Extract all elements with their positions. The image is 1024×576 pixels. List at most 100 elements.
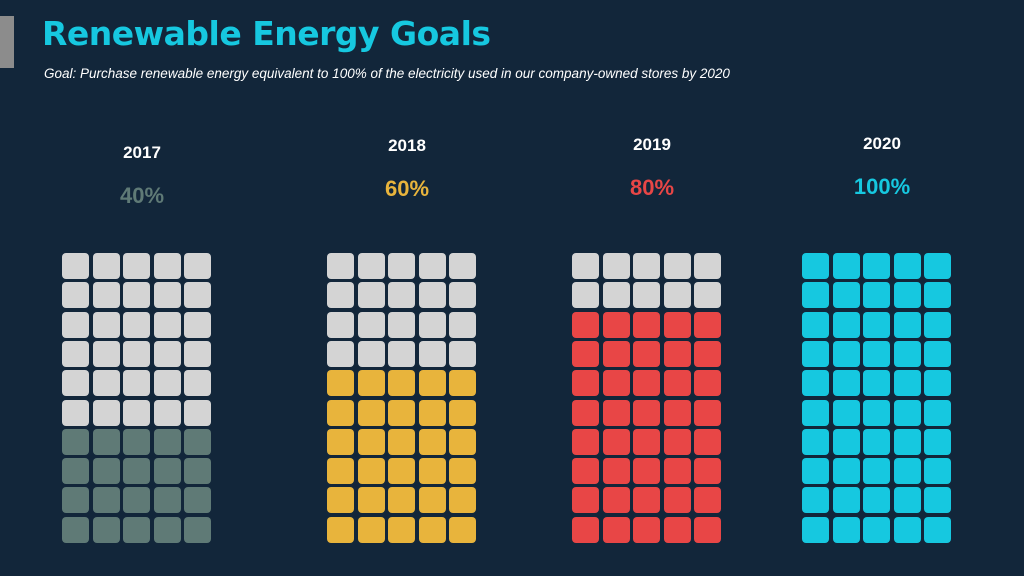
- waffle-cell: [62, 458, 89, 485]
- waffle-cell: [663, 282, 691, 309]
- waffle-cell: [572, 340, 599, 367]
- waffle-cell: [924, 399, 951, 426]
- waffle-cell: [924, 253, 951, 279]
- waffle-cell: [924, 311, 951, 338]
- waffle-cell: [327, 399, 354, 426]
- waffle-cell: [327, 458, 354, 485]
- waffle-cell: [388, 311, 415, 338]
- waffle-cell: [893, 516, 921, 543]
- waffle-cell: [62, 428, 89, 455]
- waffle-cell: [62, 399, 89, 426]
- waffle-cell: [802, 458, 829, 485]
- waffle-cell: [449, 370, 476, 397]
- year-label: 2018: [388, 136, 426, 155]
- waffle-cell: [832, 458, 860, 485]
- waffle-cell: [327, 370, 354, 397]
- waffle-cell: [633, 311, 660, 338]
- waffle-cell: [92, 428, 120, 455]
- waffle-cell: [832, 311, 860, 338]
- waffle-cell: [832, 340, 860, 367]
- waffle-cell: [123, 253, 150, 279]
- waffle-cell: [388, 282, 415, 309]
- percent-label: 60%: [384, 176, 430, 201]
- year-label: 2017: [123, 143, 161, 162]
- waffle-cell: [802, 253, 829, 279]
- waffle-cell: [327, 487, 354, 514]
- waffle-cell: [893, 282, 921, 309]
- waffle-cell: [633, 253, 660, 279]
- waffle-cell: [123, 428, 150, 455]
- waffle-cell: [184, 516, 211, 543]
- waffle-cell: [694, 311, 721, 338]
- waffle-cell: [602, 487, 630, 514]
- waffle-cell: [863, 399, 890, 426]
- waffle-cell: [572, 428, 599, 455]
- waffle-cell: [863, 253, 890, 279]
- waffle-cell: [357, 516, 385, 543]
- waffle-cell: [802, 340, 829, 367]
- waffle-cell: [388, 399, 415, 426]
- waffle-cell: [449, 487, 476, 514]
- waffle-cell: [602, 399, 630, 426]
- waffle-cell: [633, 340, 660, 367]
- waffle-cell: [62, 253, 89, 279]
- waffle-cell: [123, 487, 150, 514]
- waffle-grid: [802, 253, 952, 547]
- waffle-cell: [92, 516, 120, 543]
- waffle-cell: [893, 311, 921, 338]
- waffle-cell: [863, 516, 890, 543]
- page-title: Renewable Energy Goals: [42, 14, 491, 53]
- year-label: 2020: [863, 134, 901, 153]
- waffle-cell: [123, 311, 150, 338]
- waffle-cell: [602, 458, 630, 485]
- waffle-cell: [694, 370, 721, 397]
- waffle-cell: [123, 340, 150, 367]
- percent-label: 100%: [853, 174, 911, 199]
- waffle-cell: [153, 253, 181, 279]
- waffle-cell: [893, 399, 921, 426]
- percent-label: 80%: [629, 175, 675, 200]
- waffle-cell: [184, 282, 211, 309]
- waffle-cell: [863, 282, 890, 309]
- waffle-cell: [572, 311, 599, 338]
- waffle-grid: [572, 253, 722, 547]
- waffle-cell: [357, 487, 385, 514]
- waffle-cell: [694, 253, 721, 279]
- waffle-cell: [449, 253, 476, 279]
- waffle-cell: [663, 428, 691, 455]
- waffle-cell: [832, 516, 860, 543]
- waffle-cell: [418, 311, 446, 338]
- waffle-cell: [449, 399, 476, 426]
- waffle-cell: [388, 340, 415, 367]
- waffle-grid: [327, 253, 477, 547]
- waffle-cell: [388, 253, 415, 279]
- waffle-cell: [62, 311, 89, 338]
- waffle-cell: [388, 487, 415, 514]
- waffle-cell: [418, 428, 446, 455]
- waffle-cell: [92, 253, 120, 279]
- waffle-cell: [327, 516, 354, 543]
- waffle-cell: [572, 516, 599, 543]
- waffle-cell: [633, 282, 660, 309]
- waffle-cell: [327, 282, 354, 309]
- page-subtitle: Goal: Purchase renewable energy equivale…: [44, 66, 730, 81]
- waffle-cell: [92, 340, 120, 367]
- waffle-cell: [184, 253, 211, 279]
- waffle-cell: [418, 282, 446, 309]
- waffle-cell: [893, 428, 921, 455]
- waffle-cell: [184, 428, 211, 455]
- waffle-cell: [802, 370, 829, 397]
- waffle-cell: [663, 399, 691, 426]
- waffle-cell: [832, 399, 860, 426]
- waffle-cell: [357, 311, 385, 338]
- waffle-cell: [357, 370, 385, 397]
- waffle-cell: [694, 428, 721, 455]
- waffle-cell: [633, 399, 660, 426]
- waffle-cell: [802, 399, 829, 426]
- waffle-cell: [62, 370, 89, 397]
- waffle-cell: [602, 311, 630, 338]
- waffle-cell: [924, 340, 951, 367]
- waffle-cell: [62, 282, 89, 309]
- waffle-cell: [832, 487, 860, 514]
- waffle-cell: [62, 516, 89, 543]
